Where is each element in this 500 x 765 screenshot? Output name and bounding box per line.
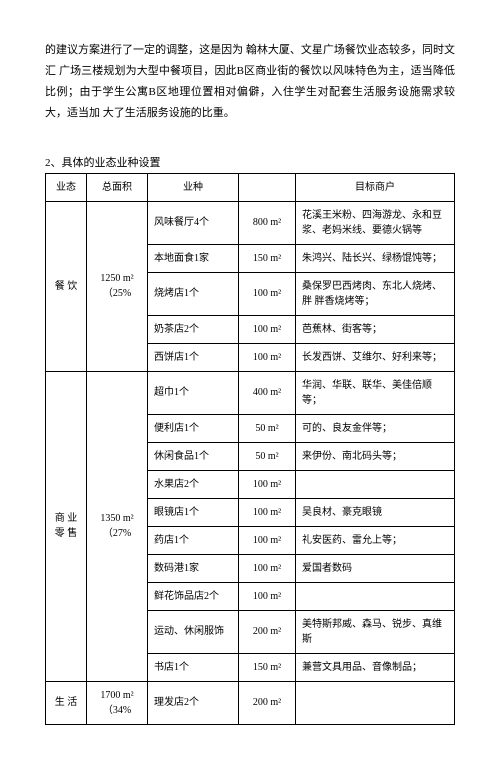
- cell-size: 800 m²: [239, 201, 296, 244]
- cell-size: 150 m²: [239, 244, 296, 272]
- cell-target: [296, 470, 455, 498]
- header-target: 目标商户: [296, 173, 455, 201]
- cell-size: 100 m²: [239, 470, 296, 498]
- group-type: 商 业零 售: [46, 371, 87, 681]
- group-type: 生 活: [46, 681, 87, 724]
- cell-target: 朱鸿兴、陆长兴、绿杨馄饨等；: [296, 244, 455, 272]
- cell-biz: 鲜花饰品店2个: [148, 582, 239, 610]
- cell-biz: 书店1个: [148, 653, 239, 681]
- cell-biz: 便利店1个: [148, 414, 239, 442]
- cell-biz: 西饼店1个: [148, 343, 239, 371]
- cell-target: 兼营文具用品、音像制品；: [296, 653, 455, 681]
- table-row: 商 业零 售 1350 m²（27% 超巾1个 400 m² 华润、华联、联华、…: [46, 371, 455, 414]
- cell-biz: 水果店2个: [148, 470, 239, 498]
- cell-target: [296, 582, 455, 610]
- cell-target: 来伊份、南北码头等；: [296, 442, 455, 470]
- cell-biz: 风味餐厅4个: [148, 201, 239, 244]
- group-type: 餐 饮: [46, 201, 87, 371]
- cell-size: 200 m²: [239, 681, 296, 724]
- cell-target: 华润、华联、联华、美佳倍顺等；: [296, 371, 455, 414]
- intro-paragraph: 的建议方案进行了一定的调整，这是因为 翰林大厦、文星广场餐饮业态较多，同时文汇 …: [45, 40, 455, 124]
- header-area: 总面积: [87, 173, 148, 201]
- cell-size: 100 m²: [239, 526, 296, 554]
- cell-size: 100 m²: [239, 582, 296, 610]
- header-type: 业态: [46, 173, 87, 201]
- cell-size: 150 m²: [239, 653, 296, 681]
- group-area: 1700 m²（34%: [87, 681, 148, 724]
- cell-size: 100 m²: [239, 554, 296, 582]
- cell-biz: 眼镜店1个: [148, 498, 239, 526]
- cell-target: [296, 681, 455, 724]
- cell-size: 100 m²: [239, 498, 296, 526]
- cell-biz: 超巾1个: [148, 371, 239, 414]
- table-row: 餐 饮 1250 m²（25% 风味餐厅4个 800 m² 花溪王米粉、四海游龙…: [46, 201, 455, 244]
- cell-target: 可的、良友金伴等；: [296, 414, 455, 442]
- cell-biz: 运动、休闲服饰: [148, 610, 239, 653]
- cell-target: 长发西饼、艾维尔、好利来等；: [296, 343, 455, 371]
- cell-biz: 药店1个: [148, 526, 239, 554]
- business-table: 业态 总面积 业种 目标商户 餐 饮 1250 m²（25% 风味餐厅4个 80…: [45, 173, 455, 725]
- cell-size: 400 m²: [239, 371, 296, 414]
- cell-biz: 奶茶店2个: [148, 315, 239, 343]
- cell-target: 爱国者数码: [296, 554, 455, 582]
- cell-target: 吴良材、豪克眼镜: [296, 498, 455, 526]
- header-biz: 业种: [148, 173, 239, 201]
- group-area: 1250 m²（25%: [87, 201, 148, 371]
- cell-target: 礼安医药、雷允上等；: [296, 526, 455, 554]
- cell-target: 花溪王米粉、四海游龙、永和豆浆、老妈米线、要德火锅等: [296, 201, 455, 244]
- cell-size: 100 m²: [239, 272, 296, 315]
- cell-size: 50 m²: [239, 414, 296, 442]
- table-row: 生 活 1700 m²（34% 理发店2个 200 m²: [46, 681, 455, 724]
- cell-target: 芭蕉林、街客等；: [296, 315, 455, 343]
- cell-size: 100 m²: [239, 315, 296, 343]
- cell-size: 100 m²: [239, 343, 296, 371]
- cell-biz: 烧烤店1个: [148, 272, 239, 315]
- cell-size: 200 m²: [239, 610, 296, 653]
- cell-biz: 数码港1家: [148, 554, 239, 582]
- section-title: 2、具体的业态业种设置: [45, 154, 455, 170]
- group-area: 1350 m²（27%: [87, 371, 148, 681]
- cell-biz: 休闲食品1个: [148, 442, 239, 470]
- cell-target: 桑保罗巴西烤肉、东北人烧烤、胖 胖香烧烤等；: [296, 272, 455, 315]
- cell-size: 50 m²: [239, 442, 296, 470]
- header-size: [239, 173, 296, 201]
- cell-biz: 理发店2个: [148, 681, 239, 724]
- header-row: 业态 总面积 业种 目标商户: [46, 173, 455, 201]
- cell-biz: 本地面食1家: [148, 244, 239, 272]
- cell-target: 美特斯邦威、森马、锐步、真维斯: [296, 610, 455, 653]
